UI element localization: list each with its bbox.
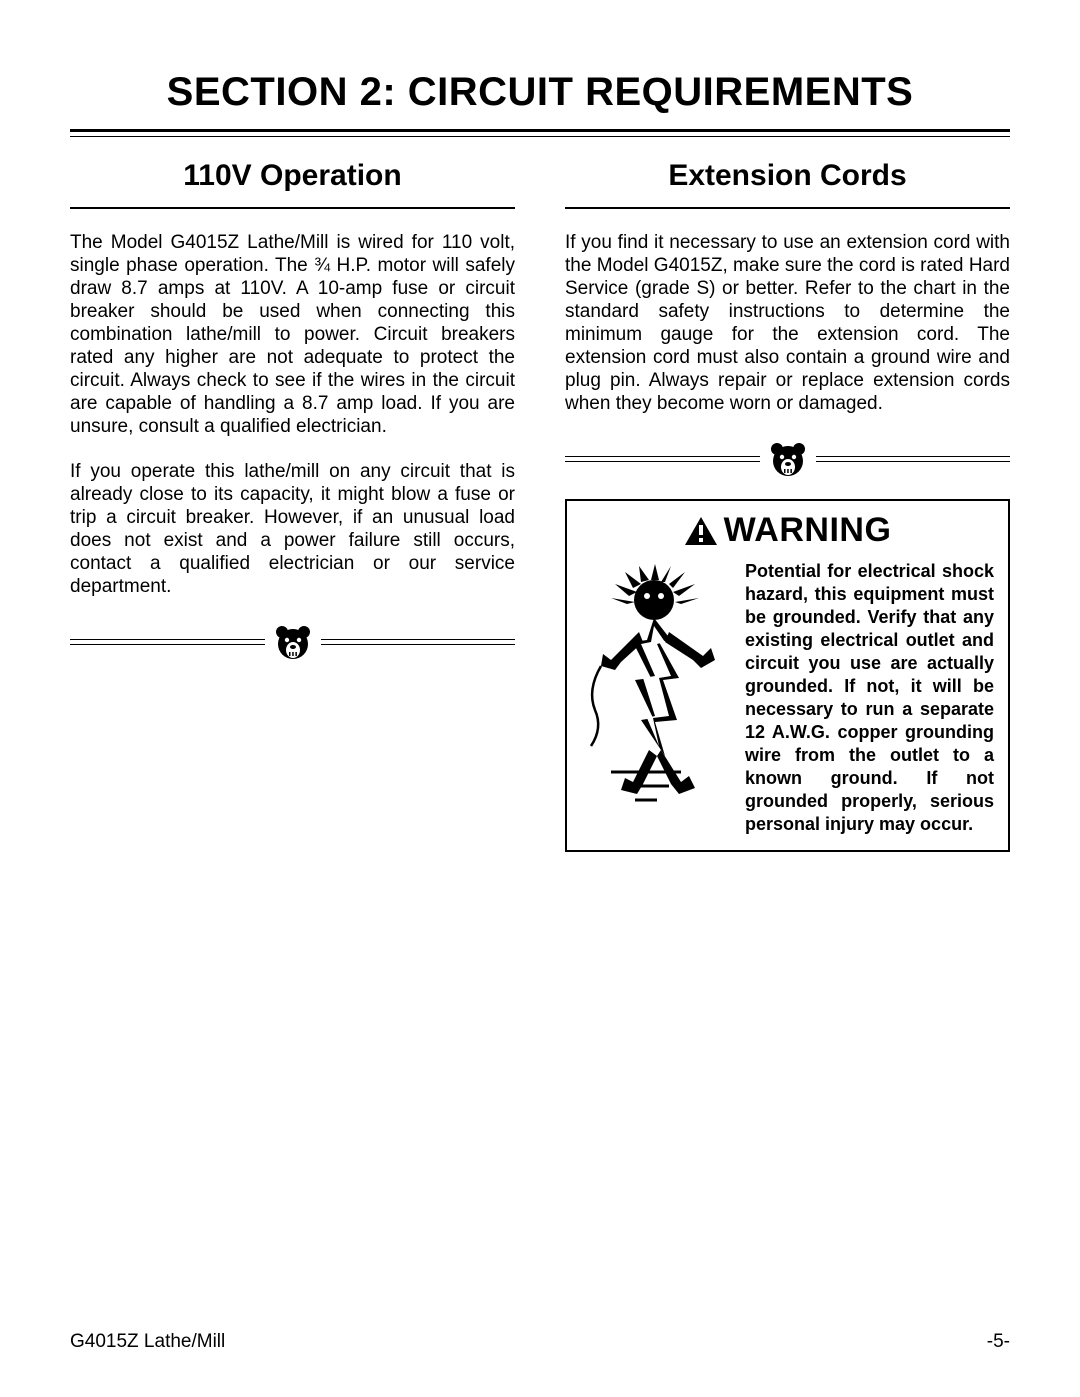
- section-title: SECTION 2: CIRCUIT REQUIREMENTS: [70, 70, 1010, 115]
- warning-text: Potential for electrical shock hazard, t…: [745, 560, 994, 836]
- section-double-rule: [70, 129, 1010, 137]
- warning-header: WARNING: [581, 511, 994, 550]
- left-para-2: If you operate this lathe/mill on any ci…: [70, 460, 515, 598]
- two-column-layout: 110V Operation The Model G4015Z Lathe/Mi…: [70, 159, 1010, 852]
- right-heading-rule: [565, 207, 1010, 209]
- right-column: Extension Cords If you find it necessary…: [565, 159, 1010, 852]
- left-heading-rule: [70, 207, 515, 209]
- bear-head-icon: [768, 439, 808, 479]
- page-footer: G4015Z Lathe/Mill -5-: [70, 1331, 1010, 1353]
- warning-box: WARNING: [565, 499, 1010, 852]
- warning-triangle-icon: [684, 516, 718, 546]
- right-heading: Extension Cords: [565, 159, 1010, 193]
- electric-shock-person-icon: [581, 560, 731, 825]
- left-column: 110V Operation The Model G4015Z Lathe/Mi…: [70, 159, 515, 852]
- warning-word: WARNING: [724, 511, 892, 550]
- right-para-1: If you find it necessary to use an exten…: [565, 231, 1010, 415]
- footer-right: -5-: [987, 1331, 1010, 1353]
- left-heading: 110V Operation: [70, 159, 515, 193]
- footer-left: G4015Z Lathe/Mill: [70, 1331, 225, 1353]
- bear-head-icon: [273, 622, 313, 662]
- right-end-divider: [565, 437, 1010, 481]
- left-end-divider: [70, 620, 515, 664]
- left-para-1: The Model G4015Z Lathe/Mill is wired for…: [70, 231, 515, 438]
